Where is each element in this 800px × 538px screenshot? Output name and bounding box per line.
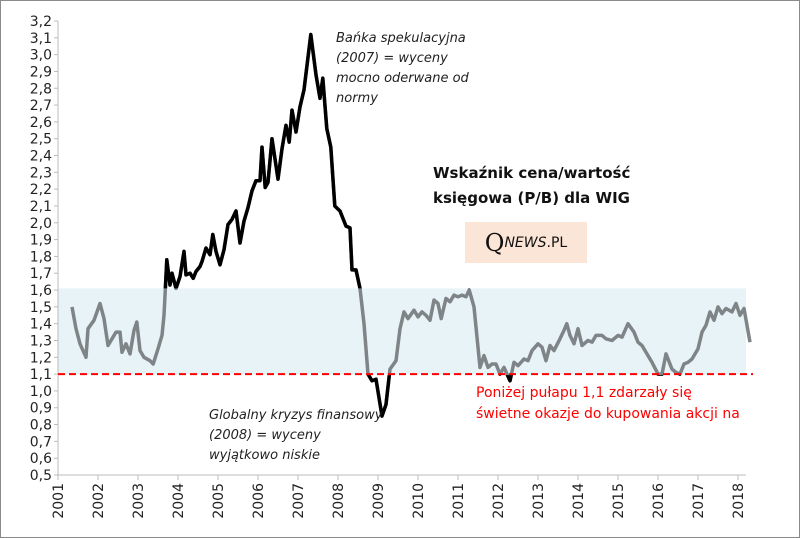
annotation-line: mocno oderwane od [336, 71, 469, 86]
qnews-logo: Q NEWS .PL [465, 222, 587, 263]
y-tick-label: 2,0 [30, 216, 52, 232]
x-tick-label: 2015 [611, 483, 627, 519]
y-tick-label: 0,9 [30, 401, 52, 417]
y-tick-label: 1,1 [30, 367, 52, 383]
y-tick-label: 2,6 [30, 115, 52, 131]
chart-title: Wskaźnik cena/wartość księgowa (P/B) dla… [433, 161, 630, 211]
y-tick-label: 3,2 [30, 14, 52, 30]
x-tick-label: 2016 [651, 483, 667, 519]
y-tick-label: 3,1 [30, 31, 52, 47]
y-tick-label: 0,7 [30, 434, 52, 450]
y-tick-label: 2,1 [30, 199, 52, 215]
x-tick-label: 2004 [171, 483, 187, 519]
x-tick-label: 2013 [531, 483, 547, 519]
x-tick-label: 2007 [291, 483, 307, 519]
y-tick-label: 0,5 [30, 468, 52, 484]
title-line: księgowa (P/B) dla WIG [433, 189, 630, 207]
y-tick-label: 1,5 [30, 300, 52, 316]
logo-news: NEWS [504, 234, 547, 251]
annotation-line: świetne okazje do kupowania akcji na [476, 406, 740, 422]
x-tick-label: 2008 [331, 483, 347, 519]
annotation-line: (2008) = wyceny [209, 428, 321, 443]
y-tick-label: 1,3 [30, 333, 52, 349]
x-tick-label: 2011 [451, 483, 467, 519]
logo-q: Q [484, 228, 505, 257]
y-tick-label: 2,7 [30, 98, 52, 114]
crisis-annotation: Globalny kryzys finansowy (2008) = wycen… [209, 406, 382, 466]
y-tick-label: 2,2 [30, 182, 52, 198]
y-tick-label: 0,8 [30, 418, 52, 434]
x-tick-label: 2018 [731, 483, 747, 519]
y-tick-label: 1,7 [30, 266, 52, 282]
y-tick-label: 2,8 [30, 81, 52, 97]
annotation-line: wyjątkowo niskie [209, 448, 320, 463]
x-tick-label: 2001 [51, 483, 67, 519]
title-line: Wskaźnik cena/wartość [433, 164, 631, 182]
threshold-annotation: Poniżej pułapu 1,1 zdarzały się świetne … [476, 383, 740, 425]
x-tick-label: 2009 [371, 483, 387, 519]
annotation-line: Globalny kryzys finansowy [209, 408, 383, 423]
x-tick-label: 2005 [211, 483, 227, 519]
y-tick-label: 1,2 [30, 350, 52, 366]
annotation-line: Bańka spekulacyjna [336, 31, 466, 46]
y-tick-label: 2,4 [30, 149, 52, 165]
y-tick-label: 3,0 [30, 48, 52, 64]
y-tick-label: 1,6 [30, 283, 52, 299]
bubble-annotation: Bańka spekulacyjna (2007) = wyceny mocno… [336, 29, 469, 109]
y-tick-label: 1,8 [30, 249, 52, 265]
y-tick-label: 2,3 [30, 165, 52, 181]
y-tick-label: 2,5 [30, 132, 52, 148]
x-tick-label: 2006 [251, 483, 267, 519]
x-tick-label: 2002 [91, 483, 107, 519]
x-tick-label: 2014 [571, 483, 587, 519]
logo-pl: .PL [546, 234, 568, 251]
annotation-line: normy [336, 91, 378, 106]
y-tick-label: 0,6 [30, 451, 52, 467]
y-tick-label: 2,9 [30, 64, 52, 80]
y-tick-label: 1,0 [30, 384, 52, 400]
y-tick-label: 1,4 [30, 317, 52, 333]
annotation-line: (2007) = wyceny [336, 51, 448, 66]
y-tick-label: 1,9 [30, 233, 52, 249]
x-tick-label: 2010 [411, 483, 427, 519]
x-tick-label: 2012 [491, 483, 507, 519]
annotation-line: Poniżej pułapu 1,1 zdarzały się [476, 385, 692, 401]
x-tick-label: 2003 [131, 483, 147, 519]
x-tick-label: 2017 [691, 483, 707, 519]
